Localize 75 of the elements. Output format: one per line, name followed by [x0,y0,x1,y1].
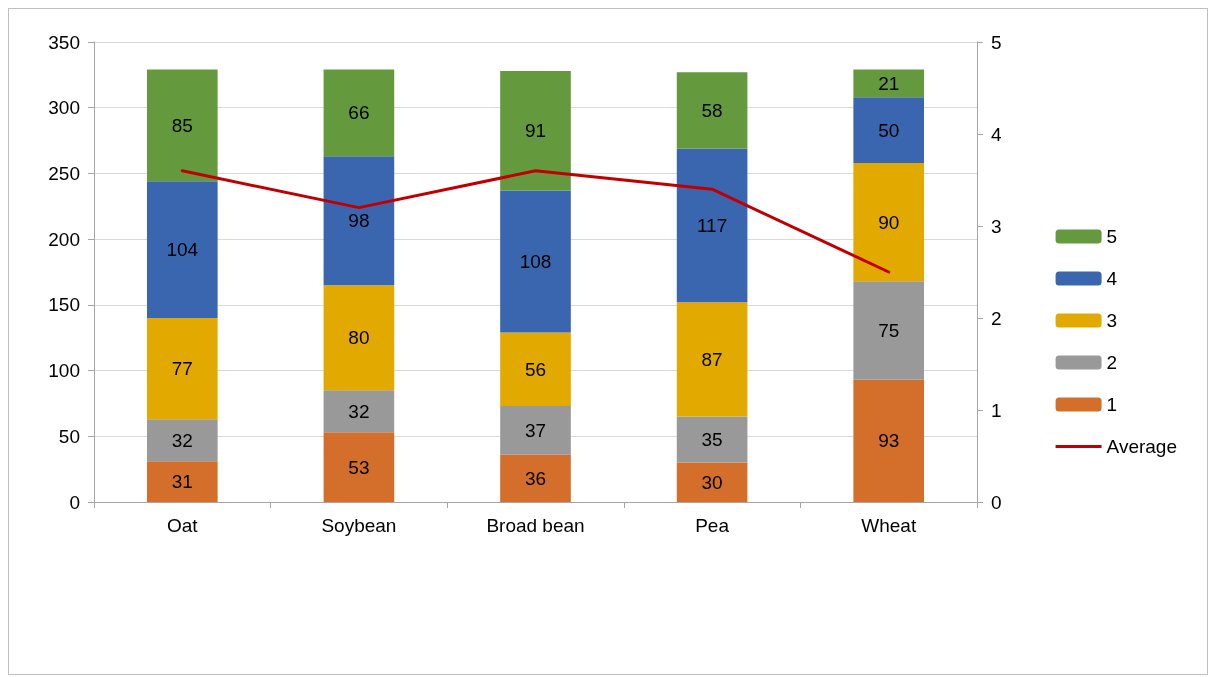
bar [676,462,748,502]
data-label: 21 [878,72,900,94]
bar [323,285,395,391]
data-label: 50 [878,119,900,141]
data-label: 85 [171,114,193,136]
bar [853,162,925,282]
data-label: 90 [878,211,900,233]
x-tick-label: Broad bean [486,515,585,536]
x-tick-label: Oat [166,515,199,536]
y2-tick-label: 4 [991,123,1002,145]
y-tick-label: 300 [48,97,80,119]
data-label: 87 [701,348,723,370]
bar [853,97,925,163]
data-label: 66 [348,102,370,124]
y2-tick-label: 3 [991,215,1002,237]
legend-label: 1 [1106,394,1118,415]
y-tick-label: 150 [48,294,80,316]
data-label: 56 [524,358,547,380]
data-label: 98 [348,210,370,232]
bar [146,181,218,318]
bar [146,419,218,462]
y-tick-label: 200 [48,228,80,250]
bar [323,390,395,433]
data-label: 37 [524,419,547,441]
data-label: 80 [348,327,370,349]
legend-label: 3 [1106,310,1118,331]
data-label: 32 [348,400,370,422]
legend-label: 4 [1106,268,1118,289]
x-tick-label: Wheat [861,515,917,536]
bar [500,406,571,455]
data-label: 30 [701,471,723,493]
data-label: 32 [171,429,193,451]
bar [323,69,395,157]
data-label: 91 [524,120,547,142]
bar [323,156,395,286]
data-label: 108 [519,250,552,272]
data-label: 75 [878,319,900,341]
bar [500,454,571,502]
x-tick-label: Pea [695,515,730,536]
data-label: 53 [348,456,370,478]
legend-label: Average [1106,436,1178,457]
y2-tick-label: 2 [991,307,1002,329]
bar [676,72,748,149]
bar [676,416,748,463]
data-label: 117 [696,214,728,236]
y-tick-label: 100 [48,360,80,382]
data-label: 77 [171,358,193,380]
legend-label: 5 [1106,226,1118,247]
data-label: 104 [166,239,199,261]
bar [323,432,395,502]
y2-tick-label: 0 [991,491,1002,513]
data-label: 35 [701,429,723,451]
data-label: 31 [171,471,193,493]
bar [146,69,218,182]
y-tick-label: 350 [48,31,80,53]
y2-tick-label: 5 [991,31,1002,53]
x-tick-label: Soybean [321,515,397,536]
bar [500,190,571,333]
bar [853,379,925,502]
bar [676,302,748,417]
y-tick-label: 250 [48,162,80,184]
bar [676,148,748,303]
bar [146,318,218,420]
y-tick-label: 0 [69,491,80,513]
y2-tick-label: 1 [991,399,1002,421]
bar [500,332,571,407]
legend-label: 2 [1106,352,1118,373]
bar [146,461,218,502]
bar [853,69,925,98]
data-label: 58 [701,99,723,121]
bar [500,70,571,191]
y-tick-label: 50 [58,425,80,447]
data-label: 93 [878,430,900,452]
bar [853,281,925,380]
data-label: 36 [524,467,547,489]
